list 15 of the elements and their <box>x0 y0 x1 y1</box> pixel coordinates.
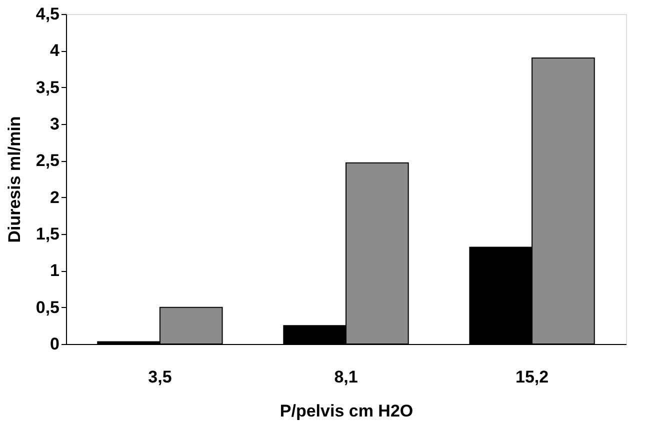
y-tick-label: 3,5 <box>36 78 60 97</box>
y-tick-label: 0 <box>50 334 60 354</box>
y-tick-label: 3 <box>50 114 60 134</box>
y-tick-label: 0,5 <box>36 298 60 317</box>
x-tick-label: 8,1 <box>334 368 358 386</box>
x-tick-label: 3,5 <box>148 368 172 386</box>
y-tick-label: 4,5 <box>36 4 60 24</box>
y-axis-title: Diuresis ml/min <box>4 116 24 243</box>
y-tick-label: 2 <box>50 188 60 207</box>
x-axis-title: P/pelvis cm H2O <box>280 402 414 420</box>
y-tick-label: 4 <box>50 41 60 60</box>
y-tick-label: 1,5 <box>36 224 60 244</box>
y-tick-label: 2,5 <box>36 151 60 170</box>
y-tick-label: 1 <box>50 261 60 280</box>
x-tick-label: 15,2 <box>516 368 549 386</box>
